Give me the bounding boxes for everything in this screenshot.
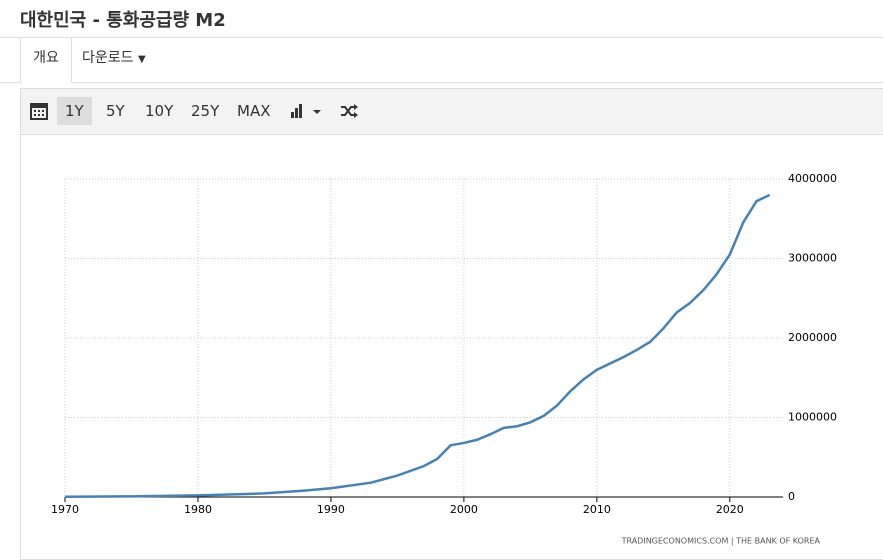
x-tick-label: 2020 xyxy=(716,503,744,516)
x-tick-label: 1990 xyxy=(317,503,345,516)
range-button[interactable]: 25Y xyxy=(191,102,220,120)
x-tick-label: 1980 xyxy=(184,503,212,516)
y-tick-label: 2000000 xyxy=(788,331,837,344)
dropdown-caret[interactable]: ▼ xyxy=(137,54,146,65)
page-title: 대한민국 - 통화공급량 M2 xyxy=(20,10,226,31)
y-tick-label: 1000000 xyxy=(788,411,837,424)
calendar-icon[interactable] xyxy=(30,102,48,120)
data-line xyxy=(64,193,771,499)
x-tick-label: 2010 xyxy=(583,503,611,516)
shuffle-icon[interactable] xyxy=(339,102,359,120)
chart-type-icon[interactable] xyxy=(289,102,325,120)
range-button[interactable]: 5Y xyxy=(106,102,125,120)
y-tick-label: 4000000 xyxy=(788,172,837,185)
source-label: TRADINGECONOMICS.COM | THE BANK OF KOREA xyxy=(621,537,821,546)
range-button[interactable]: 10Y xyxy=(145,102,174,120)
y-tick-label: 3000000 xyxy=(788,252,837,265)
y-tick-label: 0 xyxy=(788,490,795,503)
range-button[interactable]: MAX xyxy=(237,102,271,120)
tab-label[interactable]: 다운로드 xyxy=(82,50,134,66)
x-tick-label: 1970 xyxy=(51,503,79,516)
tab[interactable]: 다운로드 ▼ xyxy=(82,38,146,82)
tab[interactable]: 개요 xyxy=(20,38,72,83)
range-button[interactable]: 1Y xyxy=(57,97,92,125)
tab-bar: 개요 다운로드 ▼ xyxy=(0,37,883,83)
x-tick-label: 2000 xyxy=(450,503,478,516)
toolbar: 1Y 5Y 10Y 25Y MAX xyxy=(21,89,883,135)
